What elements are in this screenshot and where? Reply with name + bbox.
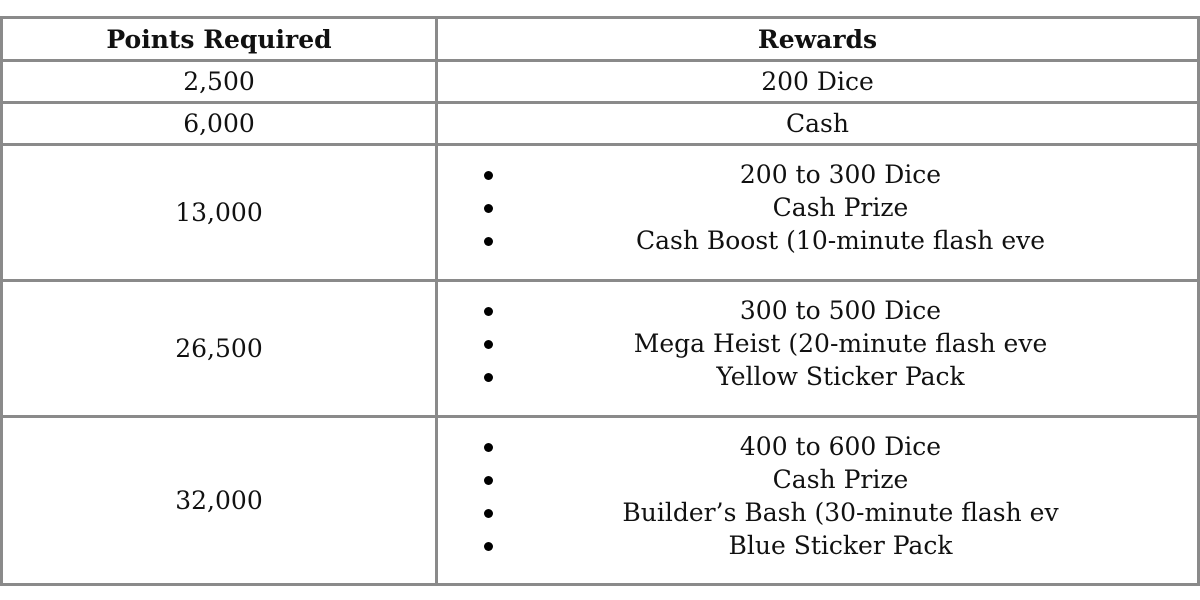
reward-item: Cash Boost (10-minute flash eve (484, 224, 1197, 257)
table-row: 13,000 200 to 300 Dice Cash Prize Cash B… (0, 143, 1200, 282)
rewards-cell: 200 Dice (435, 59, 1200, 104)
reward-item: 200 to 300 Dice (484, 158, 1197, 191)
table-row: 2,500 200 Dice (0, 59, 1200, 104)
rewards-table-container: Points Required Rewards 2,500 200 Dice 6… (0, 16, 1200, 586)
rewards-cell: 200 to 300 Dice Cash Prize Cash Boost (1… (435, 143, 1200, 282)
reward-item: Blue Sticker Pack (484, 529, 1197, 562)
rewards-table: Points Required Rewards 2,500 200 Dice 6… (0, 16, 1200, 586)
table-row: 32,000 400 to 600 Dice Cash Prize Builde… (0, 415, 1200, 586)
header-row: Points Required Rewards (0, 16, 1200, 62)
points-cell: 13,000 (0, 143, 438, 282)
reward-item: Mega Heist (20-minute flash eve (484, 327, 1197, 360)
points-cell: 26,500 (0, 279, 438, 418)
table-row: 6,000 Cash (0, 101, 1200, 146)
reward-item: 400 to 600 Dice (484, 430, 1197, 463)
reward-item: Cash Prize (484, 191, 1197, 224)
header-points-required: Points Required (0, 16, 438, 62)
points-cell: 32,000 (0, 415, 438, 586)
rewards-cell: 400 to 600 Dice Cash Prize Builder’s Bas… (435, 415, 1200, 586)
reward-item: Builder’s Bash (30-minute flash ev (484, 496, 1197, 529)
rewards-cell: Cash (435, 101, 1200, 146)
rewards-cell: 300 to 500 Dice Mega Heist (20-minute fl… (435, 279, 1200, 418)
reward-item: Cash Prize (484, 463, 1197, 496)
reward-item: 300 to 500 Dice (484, 294, 1197, 327)
header-rewards: Rewards (435, 16, 1200, 62)
points-cell: 6,000 (0, 101, 438, 146)
table-row: 26,500 300 to 500 Dice Mega Heist (20-mi… (0, 279, 1200, 418)
reward-item: Yellow Sticker Pack (484, 360, 1197, 393)
points-cell: 2,500 (0, 59, 438, 104)
